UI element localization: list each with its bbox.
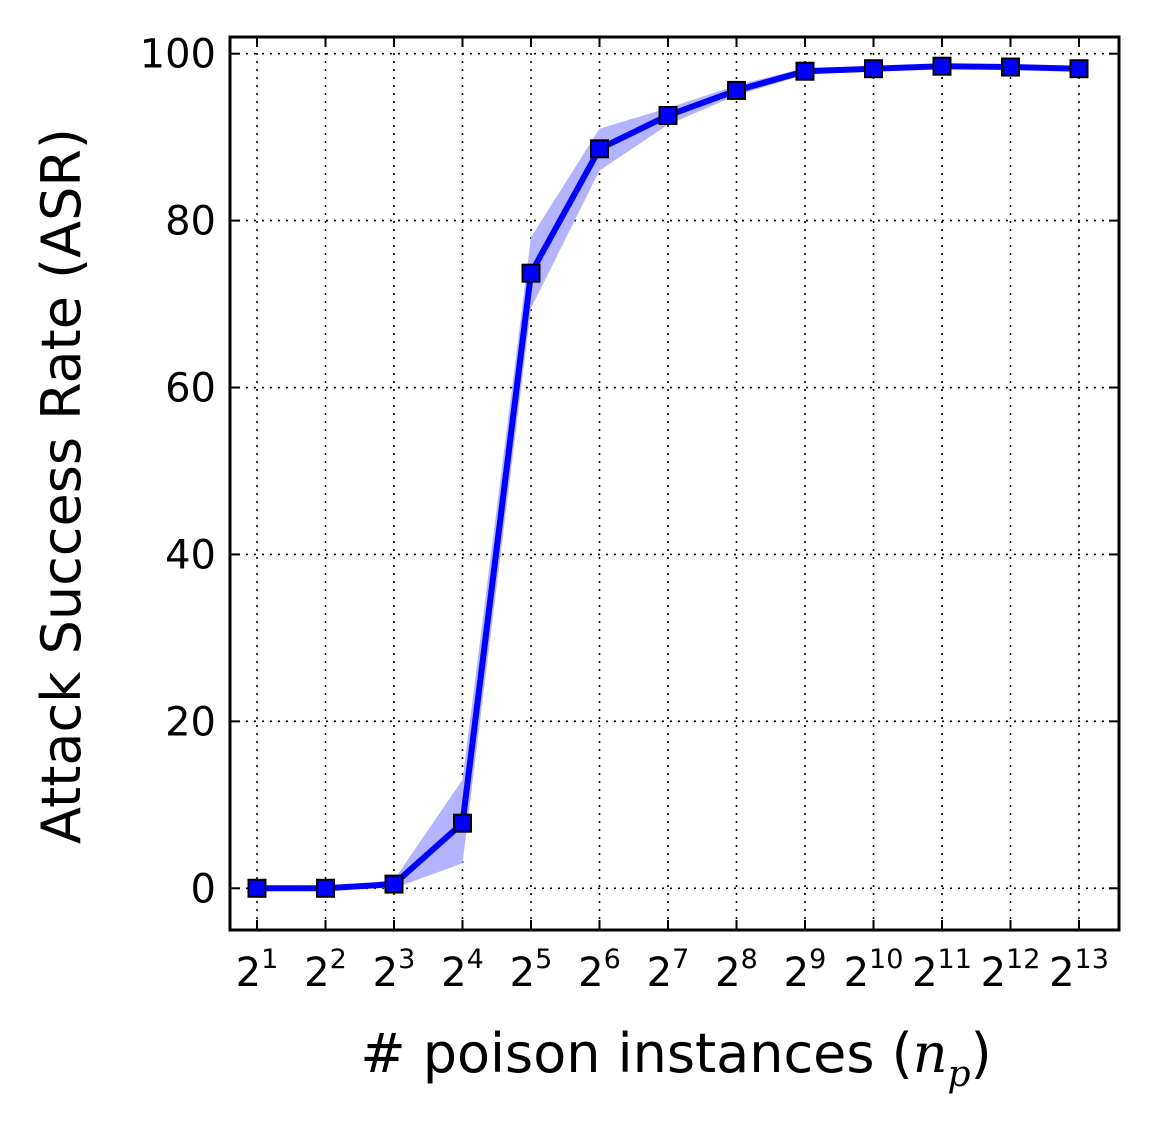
data-point-marker [384, 874, 404, 894]
axis-ticks [230, 37, 1119, 930]
plot-background [230, 37, 1119, 930]
plot-frame [228, 35, 1121, 932]
data-point-marker [247, 878, 267, 898]
x-tick-label: 211 [912, 944, 972, 996]
x-tick-label: 23 [373, 944, 416, 996]
x-axis-title-variable: n [913, 1022, 948, 1085]
x-tick-label: 25 [510, 944, 553, 996]
x-tick-label: 26 [578, 944, 621, 996]
data-point-marker [932, 56, 952, 76]
data-point-marker [727, 80, 746, 100]
data-point-marker [316, 878, 335, 898]
x-tick-label: 27 [647, 944, 690, 996]
x-tick-labels: 21 22 23 24 25 26 27 28 29 210 211 212 213 [236, 944, 1109, 996]
y-tick-label: 80 [165, 199, 216, 245]
x-tick-label: 213 [1049, 944, 1109, 996]
x-tick-label: 22 [304, 944, 347, 996]
x-axis-title: # poison instances (np) [360, 1022, 991, 1095]
data-point-marker [453, 813, 472, 833]
x-tick-label: 210 [844, 944, 904, 996]
y-tick-label: 40 [165, 532, 216, 578]
x-tick-label: 28 [715, 944, 758, 996]
y-tick-labels: 0 20 40 60 80 100 [140, 32, 216, 913]
y-axis-title: Attack Success Rate (ASR) [30, 128, 93, 844]
x-tick-label: 21 [236, 944, 279, 996]
x-axis-title-subscript: p [948, 1054, 971, 1095]
data-point-marker [864, 59, 883, 79]
data-markers [247, 56, 1089, 898]
data-point-marker [795, 61, 815, 81]
data-point-marker [521, 263, 541, 283]
data-point-marker [1069, 59, 1089, 79]
x-tick-label: 24 [441, 944, 484, 996]
x-axis-title-prefix: # poison instances ( [360, 1022, 912, 1085]
y-tick-label: 0 [191, 866, 216, 912]
y-tick-label: 20 [165, 699, 216, 745]
data-point-marker [1001, 57, 1020, 77]
x-tick-label: 29 [784, 944, 827, 996]
x-axis-title-suffix: ) [971, 1022, 992, 1085]
x-tick-label: 212 [981, 944, 1041, 996]
data-point-marker [590, 139, 609, 159]
y-tick-label: 100 [140, 32, 216, 78]
y-tick-label: 60 [165, 366, 216, 412]
data-point-marker [658, 105, 678, 125]
